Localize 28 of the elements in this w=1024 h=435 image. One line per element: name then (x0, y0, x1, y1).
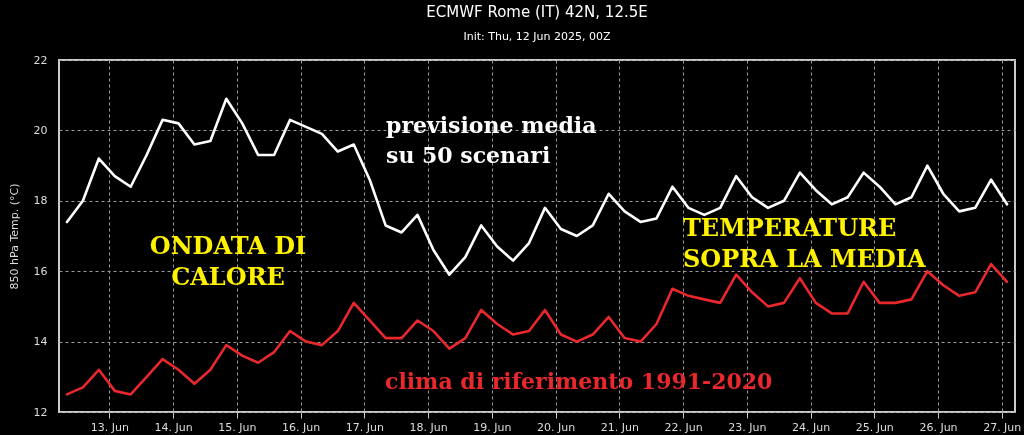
y-tick-label: 18 (33, 194, 48, 208)
y-tick-label: 16 (33, 264, 48, 278)
series-label: clima di riferimento 1991-2020 (385, 368, 773, 394)
annotation: ONDATA DI CALORE (149, 231, 307, 291)
x-tick-label: 18. Jun (409, 420, 448, 434)
x-tick-label: 25. Jun (855, 420, 894, 434)
x-tick-label: 22. Jun (664, 420, 703, 434)
y-tick-label: 14 (33, 335, 48, 349)
x-tick-label: 27. Jun (983, 420, 1022, 434)
x-tick-label: 26. Jun (919, 420, 958, 434)
series-label: previsione media su 50 scenari (386, 112, 597, 168)
annotation: TEMPERATURE SOPRA LA MEDIA (683, 213, 926, 273)
chart-subtitle: Init: Thu, 12 Jun 2025, 00Z (463, 30, 612, 43)
chart-title: ECMWF Rome (IT) 42N, 12.5E (426, 3, 648, 21)
x-tick-label: 24. Jun (791, 420, 831, 434)
x-tick-label: 13. Jun (90, 420, 130, 434)
x-tick-label: 15. Jun (218, 420, 257, 434)
x-tick-label: 20. Jun (537, 420, 576, 434)
y-tick-label: 22 (33, 53, 48, 67)
x-tick-label: 17. Jun (345, 420, 384, 434)
x-tick-label: 21. Jun (600, 420, 639, 434)
y-axis-title: 850 hPa Temp. (°C) (7, 183, 21, 290)
x-tick-label: 14. Jun (154, 420, 193, 434)
x-tick-label: 16. Jun (282, 420, 321, 434)
x-tick-label: 19. Jun (473, 420, 512, 434)
y-tick-label: 20 (33, 123, 48, 137)
x-tick-label: 23. Jun (728, 420, 767, 434)
y-tick-label: 12 (33, 405, 48, 419)
